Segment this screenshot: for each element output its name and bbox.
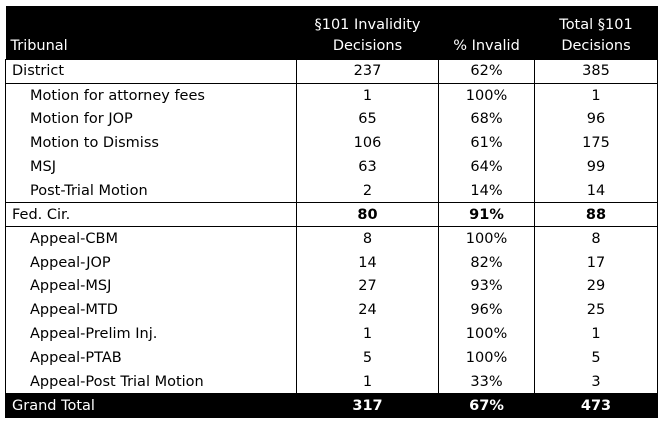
grand-total-decisions: 317 bbox=[296, 393, 439, 418]
row-decisions: 63 bbox=[296, 155, 439, 179]
table-row: Appeal-CBM 8 100% 8 bbox=[5, 226, 658, 251]
row-total: 8 bbox=[534, 226, 658, 251]
header-invalidity-line1: §101 Invalidity bbox=[314, 17, 421, 33]
row-label: Motion for JOP bbox=[5, 107, 297, 132]
row-decisions: 1 bbox=[296, 370, 439, 395]
row-decisions: 8 bbox=[296, 226, 439, 251]
row-pct: 82% bbox=[438, 250, 535, 275]
row-total: 14 bbox=[534, 178, 658, 203]
table-row-district: District 237 62% 385 bbox=[5, 59, 658, 84]
header-total-line2: Decisions bbox=[561, 38, 631, 54]
row-pct: 100% bbox=[438, 226, 535, 251]
decisions-table: Tribunal §101 Invalidity Decisions % Inva… bbox=[5, 6, 658, 418]
row-total: 5 bbox=[534, 346, 658, 371]
row-total: 1 bbox=[534, 322, 658, 347]
grand-total-pct: 67% bbox=[438, 393, 535, 418]
row-label: MSJ bbox=[5, 155, 297, 179]
row-decisions: 1 bbox=[296, 322, 439, 347]
row-pct: 61% bbox=[438, 131, 535, 156]
row-label: Appeal-JOP bbox=[5, 250, 297, 275]
row-decisions: 65 bbox=[296, 107, 439, 132]
row-decisions: 5 bbox=[296, 346, 439, 371]
row-decisions: 2 bbox=[296, 178, 439, 203]
grand-total-total: 473 bbox=[534, 393, 658, 418]
row-pct: 33% bbox=[438, 370, 535, 395]
row-decisions: 24 bbox=[296, 298, 439, 323]
row-label: Appeal-MSJ bbox=[5, 274, 297, 299]
row-total: 29 bbox=[534, 274, 658, 299]
table-row: Appeal-MTD 24 96% 25 bbox=[5, 298, 658, 323]
row-total: 99 bbox=[534, 155, 658, 179]
row-pct: 96% bbox=[438, 298, 535, 323]
row-label: District bbox=[5, 59, 297, 84]
row-decisions: 1 bbox=[296, 83, 439, 108]
row-decisions: 14 bbox=[296, 250, 439, 275]
row-total: 88 bbox=[534, 202, 658, 228]
row-total: 17 bbox=[534, 250, 658, 275]
row-pct: 100% bbox=[438, 346, 535, 371]
row-label: Post-Trial Motion bbox=[5, 178, 297, 203]
table-row: Motion to Dismiss 106 61% 175 bbox=[5, 131, 658, 156]
row-label: Appeal-CBM bbox=[5, 226, 297, 251]
row-pct: 68% bbox=[438, 107, 535, 132]
header-pct-invalid: % Invalid bbox=[438, 6, 535, 60]
row-pct: 62% bbox=[438, 59, 535, 84]
row-decisions: 80 bbox=[296, 202, 439, 228]
row-total: 175 bbox=[534, 131, 658, 156]
row-total: 25 bbox=[534, 298, 658, 323]
row-total: 385 bbox=[534, 59, 658, 84]
row-label: Motion for attorney fees bbox=[5, 83, 297, 108]
row-decisions: 106 bbox=[296, 131, 439, 156]
table-header: Tribunal §101 Invalidity Decisions % Inva… bbox=[5, 6, 658, 60]
row-total: 3 bbox=[534, 370, 658, 395]
row-total: 1 bbox=[534, 83, 658, 108]
table-row: Appeal-JOP 14 82% 17 bbox=[5, 250, 658, 275]
table-row: Motion for attorney fees 1 100% 1 bbox=[5, 83, 658, 108]
row-label: Appeal-Prelim Inj. bbox=[5, 322, 297, 347]
row-decisions: 27 bbox=[296, 274, 439, 299]
table-row: Appeal-MSJ 27 93% 29 bbox=[5, 274, 658, 299]
row-pct: 100% bbox=[438, 83, 535, 108]
header-total-line1: Total §101 bbox=[559, 17, 633, 33]
row-label: Appeal-MTD bbox=[5, 298, 297, 323]
row-label: Appeal-PTAB bbox=[5, 346, 297, 371]
table-row: Post-Trial Motion 2 14% 14 bbox=[5, 178, 658, 203]
row-pct: 100% bbox=[438, 322, 535, 347]
table-row: Appeal-Post Trial Motion 1 33% 3 bbox=[5, 370, 658, 395]
table-row: Appeal-Prelim Inj. 1 100% 1 bbox=[5, 322, 658, 347]
table-row: Motion for JOP 65 68% 96 bbox=[5, 107, 658, 132]
grand-total-label: Grand Total bbox=[5, 393, 297, 418]
header-invalidity-decisions: §101 Invalidity Decisions bbox=[296, 6, 439, 60]
header-total-decisions: Total §101 Decisions bbox=[534, 6, 658, 60]
row-pct: 93% bbox=[438, 274, 535, 299]
row-total: 96 bbox=[534, 107, 658, 132]
table-row: Appeal-PTAB 5 100% 5 bbox=[5, 346, 658, 371]
row-decisions: 237 bbox=[296, 59, 439, 84]
row-pct: 14% bbox=[438, 178, 535, 203]
row-label: Appeal-Post Trial Motion bbox=[5, 370, 297, 395]
row-label: Motion to Dismiss bbox=[5, 131, 297, 156]
table-row: MSJ 63 64% 99 bbox=[5, 155, 658, 179]
row-pct: 91% bbox=[438, 202, 535, 228]
row-label: Fed. Cir. bbox=[5, 202, 297, 228]
header-invalidity-line2: Decisions bbox=[332, 38, 403, 54]
row-pct: 64% bbox=[438, 155, 535, 179]
table-row-grand-total: Grand Total 317 67% 473 bbox=[5, 393, 658, 418]
header-tribunal: Tribunal bbox=[5, 6, 297, 60]
table-row-fed-cir: Fed. Cir. 80 91% 88 bbox=[5, 202, 658, 228]
